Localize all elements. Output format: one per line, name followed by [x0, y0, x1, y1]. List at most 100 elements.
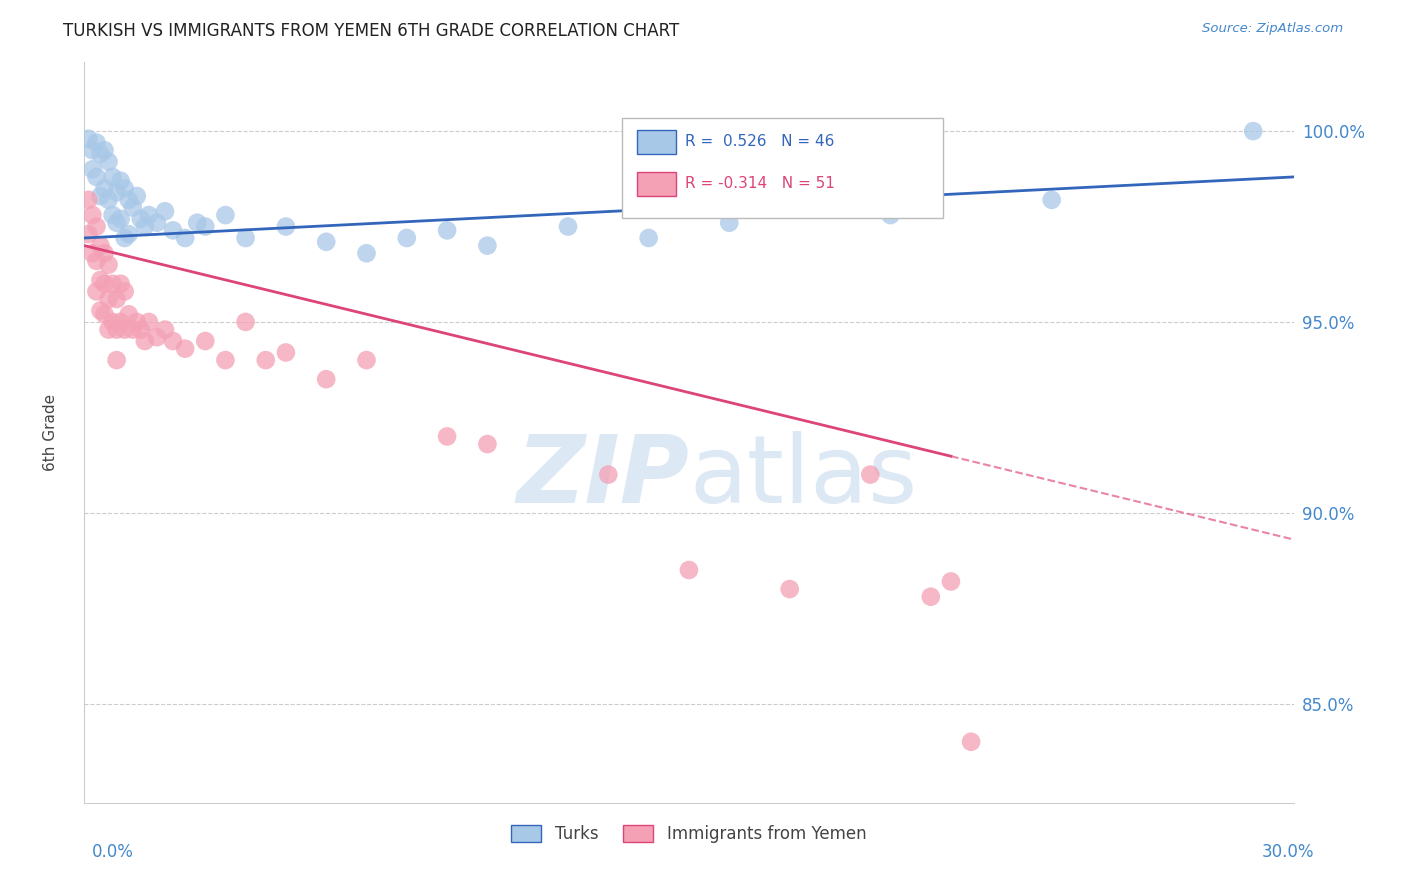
Point: [879, 208, 901, 222]
Point: [93, 246, 115, 260]
Point: [77, 132, 100, 146]
Point: [356, 353, 378, 368]
Point: [97, 154, 120, 169]
Point: [105, 185, 128, 199]
Point: [105, 353, 128, 368]
Point: [118, 193, 141, 207]
Point: [125, 315, 148, 329]
Point: [315, 372, 337, 386]
Point: [153, 204, 176, 219]
Text: TURKISH VS IMMIGRANTS FROM YEMEN 6TH GRADE CORRELATION CHART: TURKISH VS IMMIGRANTS FROM YEMEN 6TH GRA…: [63, 22, 679, 40]
Point: [138, 315, 160, 329]
Point: [97, 193, 120, 207]
Point: [274, 345, 297, 359]
Point: [93, 277, 115, 291]
Point: [134, 334, 156, 348]
Point: [235, 231, 257, 245]
Point: [637, 231, 659, 245]
Point: [779, 582, 801, 596]
Point: [86, 219, 108, 234]
Point: [214, 353, 236, 368]
Point: [86, 169, 108, 184]
FancyBboxPatch shape: [637, 172, 676, 195]
Point: [939, 574, 962, 589]
Point: [93, 143, 115, 157]
Point: [101, 315, 124, 329]
Point: [146, 330, 169, 344]
Point: [89, 189, 111, 203]
Point: [82, 208, 104, 222]
Point: [129, 211, 152, 226]
Point: [77, 193, 100, 207]
Point: [718, 216, 741, 230]
Point: [105, 292, 128, 306]
Point: [86, 285, 108, 299]
Point: [125, 189, 148, 203]
Point: [315, 235, 337, 249]
Point: [101, 169, 124, 184]
Point: [146, 216, 169, 230]
FancyBboxPatch shape: [637, 130, 676, 153]
Point: [114, 231, 136, 245]
Point: [97, 322, 120, 336]
Point: [121, 322, 143, 336]
Point: [101, 277, 124, 291]
Point: [274, 219, 297, 234]
Point: [105, 322, 128, 336]
Text: 30.0%: 30.0%: [1263, 843, 1315, 861]
Point: [186, 216, 208, 230]
Point: [436, 223, 458, 237]
Point: [110, 315, 132, 329]
Point: [118, 307, 141, 321]
Text: 6th Grade: 6th Grade: [42, 394, 58, 471]
Point: [121, 201, 143, 215]
Legend: Turks, Immigrants from Yemen: Turks, Immigrants from Yemen: [505, 819, 873, 850]
Point: [82, 143, 104, 157]
Point: [477, 437, 499, 451]
Point: [859, 467, 882, 482]
Point: [235, 315, 257, 329]
Point: [174, 231, 197, 245]
Point: [89, 238, 111, 252]
Point: [110, 277, 132, 291]
Point: [477, 238, 499, 252]
Point: [118, 227, 141, 242]
Point: [1040, 193, 1063, 207]
FancyBboxPatch shape: [623, 118, 943, 218]
Point: [1241, 124, 1264, 138]
Point: [77, 227, 100, 242]
Point: [93, 181, 115, 195]
Point: [678, 563, 700, 577]
Point: [598, 467, 620, 482]
Point: [89, 273, 111, 287]
Point: [557, 219, 579, 234]
Point: [114, 285, 136, 299]
Point: [153, 322, 176, 336]
Point: [82, 246, 104, 260]
Text: R = -0.314   N = 51: R = -0.314 N = 51: [685, 177, 835, 192]
Point: [254, 353, 277, 368]
Point: [97, 292, 120, 306]
Point: [89, 147, 111, 161]
Text: ZIP: ZIP: [516, 431, 689, 523]
Point: [110, 174, 132, 188]
Text: 0.0%: 0.0%: [91, 843, 134, 861]
Point: [356, 246, 378, 260]
Point: [114, 322, 136, 336]
Point: [86, 136, 108, 150]
Text: Source: ZipAtlas.com: Source: ZipAtlas.com: [1202, 22, 1343, 36]
Point: [89, 303, 111, 318]
Point: [162, 334, 184, 348]
Text: R =  0.526   N = 46: R = 0.526 N = 46: [685, 134, 835, 149]
Point: [960, 735, 983, 749]
Point: [82, 162, 104, 177]
Point: [162, 223, 184, 237]
Point: [920, 590, 942, 604]
Point: [174, 342, 197, 356]
Point: [436, 429, 458, 443]
Point: [114, 181, 136, 195]
Point: [101, 208, 124, 222]
Point: [194, 334, 217, 348]
Point: [134, 219, 156, 234]
Point: [93, 307, 115, 321]
